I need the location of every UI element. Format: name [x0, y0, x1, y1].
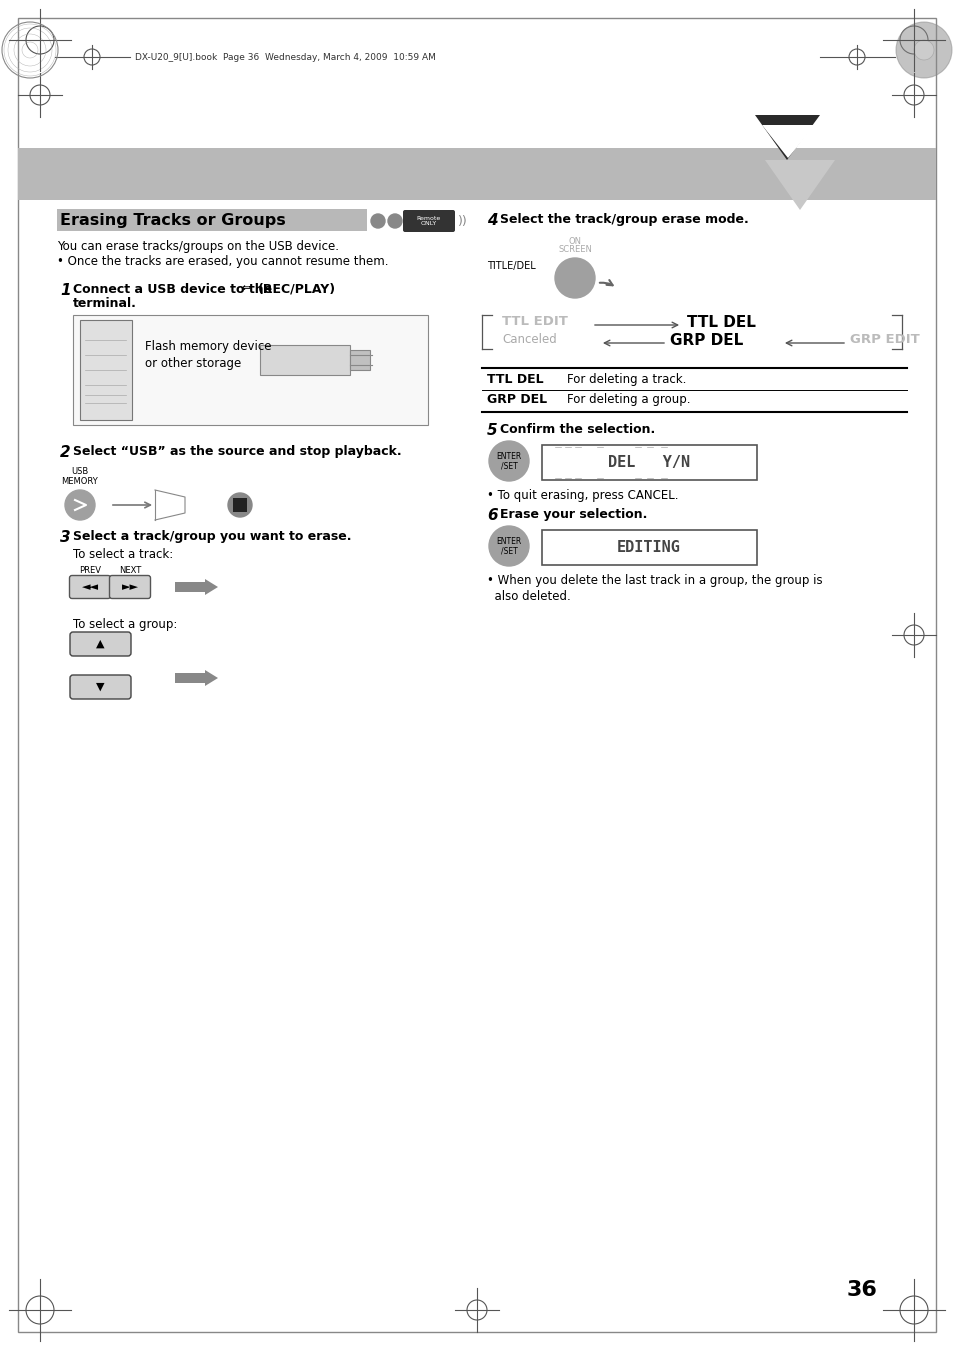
- Text: ON: ON: [568, 238, 581, 246]
- Text: Select the track/group erase mode.: Select the track/group erase mode.: [499, 213, 748, 225]
- Polygon shape: [761, 126, 814, 158]
- Text: USB
MEMORY: USB MEMORY: [62, 467, 98, 486]
- Bar: [260, 346, 350, 375]
- Text: DEL   Y/N: DEL Y/N: [607, 455, 689, 470]
- FancyBboxPatch shape: [70, 675, 131, 699]
- Circle shape: [913, 40, 933, 59]
- Text: (REC/PLAY): (REC/PLAY): [257, 284, 335, 296]
- Text: ENTER
/SET: ENTER /SET: [496, 452, 521, 470]
- Text: ⇐: ⇐: [237, 284, 254, 293]
- Text: Erase your selection.: Erase your selection.: [499, 508, 647, 521]
- Text: To select a group:: To select a group:: [73, 618, 177, 630]
- Text: NEXT: NEXT: [119, 566, 141, 575]
- Text: ENTER
/SET: ENTER /SET: [496, 537, 521, 555]
- Text: Canceled: Canceled: [501, 333, 557, 346]
- Text: 2: 2: [60, 446, 71, 460]
- Polygon shape: [174, 579, 218, 595]
- Text: GRP DEL: GRP DEL: [669, 333, 742, 348]
- Circle shape: [555, 258, 595, 298]
- Text: TTL EDIT: TTL EDIT: [501, 315, 567, 328]
- FancyBboxPatch shape: [110, 575, 151, 598]
- Text: 36: 36: [845, 1280, 877, 1300]
- Text: Flash memory device
or other storage: Flash memory device or other storage: [145, 340, 272, 370]
- Bar: [233, 498, 247, 512]
- Polygon shape: [764, 161, 834, 211]
- Text: Erasing Tracks or Groups: Erasing Tracks or Groups: [60, 213, 286, 228]
- Text: ◄◄: ◄◄: [81, 582, 98, 593]
- Text: 4: 4: [486, 213, 497, 228]
- Circle shape: [388, 215, 401, 228]
- Text: TTL DEL: TTL DEL: [486, 373, 543, 386]
- Text: You can erase tracks/groups on the USB device.: You can erase tracks/groups on the USB d…: [57, 240, 338, 252]
- Text: ▲: ▲: [95, 639, 104, 649]
- Text: Select “USB” as the source and stop playback.: Select “USB” as the source and stop play…: [73, 446, 401, 458]
- Bar: [541, 531, 757, 566]
- Text: For deleting a track.: For deleting a track.: [566, 373, 685, 386]
- Text: ►►: ►►: [121, 582, 138, 593]
- Bar: [541, 446, 757, 481]
- Text: Connect a USB device to the: Connect a USB device to the: [73, 284, 276, 296]
- Text: GRP EDIT: GRP EDIT: [849, 333, 919, 346]
- Text: 6: 6: [486, 508, 497, 522]
- Text: ▼: ▼: [95, 682, 104, 693]
- Text: For deleting a group.: For deleting a group.: [566, 393, 690, 406]
- Text: DX-U20_9[U].book  Page 36  Wednesday, March 4, 2009  10:59 AM: DX-U20_9[U].book Page 36 Wednesday, Marc…: [135, 53, 436, 62]
- Text: TITLE/DEL: TITLE/DEL: [486, 261, 536, 271]
- Text: Remote
ONLY: Remote ONLY: [416, 216, 440, 227]
- Text: EDITING: EDITING: [617, 540, 680, 555]
- Bar: [350, 350, 370, 370]
- Text: To select a track:: To select a track:: [73, 548, 173, 562]
- FancyBboxPatch shape: [70, 575, 111, 598]
- Text: 1: 1: [60, 284, 71, 298]
- FancyBboxPatch shape: [402, 211, 455, 232]
- Text: SCREEN: SCREEN: [558, 244, 591, 254]
- Circle shape: [228, 493, 252, 517]
- Text: • When you delete the last track in a group, the group is
  also deleted.: • When you delete the last track in a gr…: [486, 574, 821, 603]
- Text: PREV: PREV: [79, 566, 101, 575]
- Bar: [80, 320, 132, 420]
- Circle shape: [489, 526, 529, 566]
- Circle shape: [895, 22, 951, 78]
- Text: • To quit erasing, press CANCEL.: • To quit erasing, press CANCEL.: [486, 489, 678, 502]
- Circle shape: [65, 490, 95, 520]
- FancyBboxPatch shape: [70, 632, 131, 656]
- Polygon shape: [754, 115, 820, 161]
- Bar: [18, 148, 935, 200]
- Text: terminal.: terminal.: [73, 297, 136, 310]
- Text: 5: 5: [486, 423, 497, 437]
- Bar: [73, 315, 428, 425]
- Text: GRP DEL: GRP DEL: [486, 393, 547, 406]
- Polygon shape: [174, 670, 218, 686]
- Text: 3: 3: [60, 531, 71, 545]
- Text: TTL DEL: TTL DEL: [686, 315, 755, 329]
- Circle shape: [371, 215, 385, 228]
- Text: Confirm the selection.: Confirm the selection.: [499, 423, 655, 436]
- Text: • Once the tracks are erased, you cannot resume them.: • Once the tracks are erased, you cannot…: [57, 255, 388, 269]
- Circle shape: [489, 441, 529, 481]
- Text: Select a track/group you want to erase.: Select a track/group you want to erase.: [73, 531, 351, 543]
- Text: )): )): [457, 215, 467, 228]
- Bar: [57, 209, 367, 231]
